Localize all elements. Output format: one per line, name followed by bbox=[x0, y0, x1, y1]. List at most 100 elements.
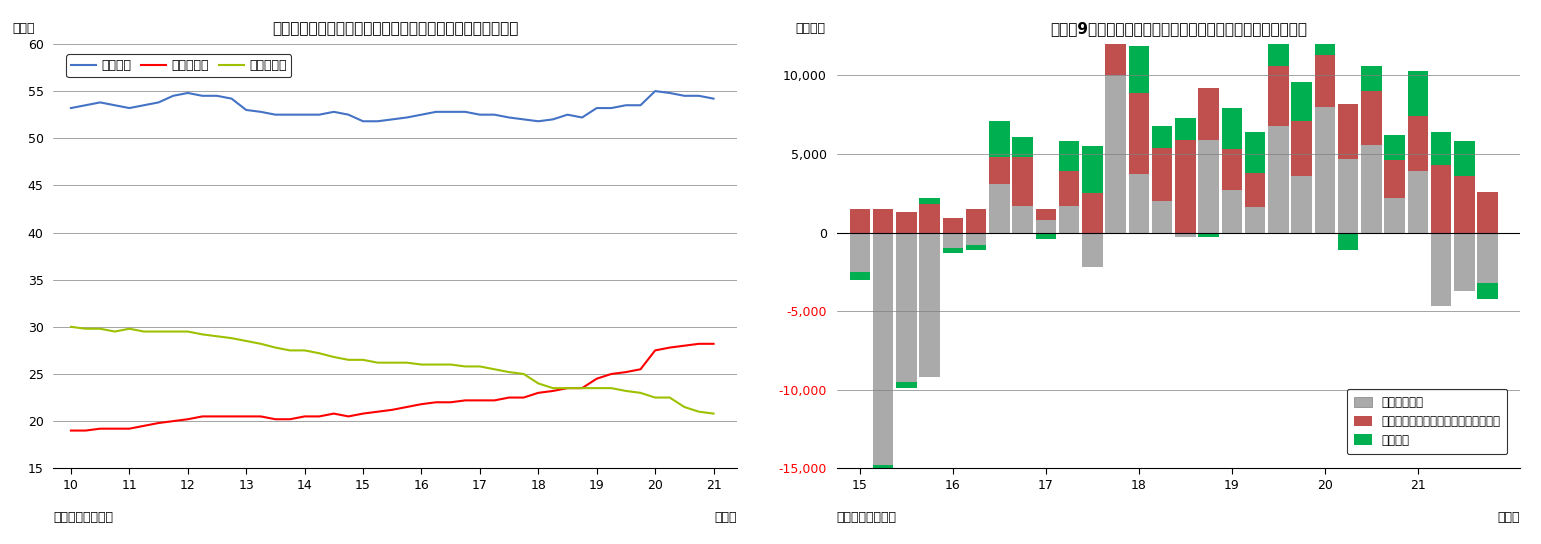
Bar bbox=[989, 121, 1009, 157]
Title: （図表9）外貨預金・投信（確定拠出年金内）・国債のフロー: （図表9）外貨預金・投信（確定拠出年金内）・国債のフロー bbox=[1049, 21, 1307, 36]
定期性預金 bbox=[237, 338, 256, 344]
Bar bbox=[1105, 32, 1126, 76]
Bar bbox=[1153, 201, 1173, 232]
Bar bbox=[1432, 132, 1452, 165]
Text: （資料）日本銀行: （資料）日本銀行 bbox=[837, 511, 897, 524]
定期性預金 bbox=[280, 347, 299, 354]
Bar bbox=[1478, 232, 1498, 283]
流動性預金 bbox=[558, 385, 576, 391]
流動性預金 bbox=[354, 410, 373, 417]
Bar bbox=[1432, 232, 1452, 306]
定期性預金 bbox=[485, 366, 504, 373]
定期性預金 bbox=[544, 385, 562, 391]
現預金計 bbox=[134, 102, 153, 108]
現預金計 bbox=[325, 109, 344, 115]
Bar bbox=[1105, 0, 1126, 32]
定期性預金 bbox=[310, 350, 328, 356]
流動性預金 bbox=[163, 418, 182, 424]
流動性預金 bbox=[134, 423, 153, 429]
定期性預金 bbox=[427, 361, 445, 368]
流動性預金 bbox=[515, 394, 533, 401]
現預金計 bbox=[515, 116, 533, 122]
Line: 定期性預金: 定期性預金 bbox=[71, 327, 713, 413]
定期性預金 bbox=[105, 328, 123, 335]
Bar bbox=[872, 465, 894, 476]
Bar bbox=[1384, 160, 1405, 198]
定期性預金 bbox=[120, 325, 139, 332]
Bar bbox=[1128, 92, 1150, 175]
定期性預金 bbox=[515, 370, 533, 377]
Bar bbox=[1455, 176, 1475, 232]
定期性預金 bbox=[441, 361, 459, 368]
Bar bbox=[1082, 232, 1103, 267]
定期性預金 bbox=[149, 328, 168, 335]
Bar bbox=[920, 232, 940, 377]
現預金計 bbox=[384, 116, 402, 122]
流動性預金 bbox=[398, 404, 416, 410]
Line: 現預金計: 現預金計 bbox=[71, 91, 713, 121]
定期性預金 bbox=[632, 390, 650, 396]
Bar bbox=[920, 198, 940, 204]
Bar bbox=[897, 212, 917, 232]
定期性預金 bbox=[91, 325, 109, 332]
現預金計 bbox=[310, 112, 328, 118]
流動性預金 bbox=[456, 397, 475, 404]
Line: 流動性預金: 流動性預金 bbox=[71, 344, 713, 430]
Bar bbox=[897, 382, 917, 388]
Bar bbox=[1361, 145, 1382, 232]
Bar bbox=[1222, 149, 1242, 190]
Bar bbox=[1082, 193, 1103, 232]
Bar bbox=[1059, 206, 1079, 232]
流動性預金 bbox=[208, 413, 227, 419]
流動性預金 bbox=[661, 344, 680, 351]
流動性預金 bbox=[280, 416, 299, 423]
定期性預金 bbox=[661, 394, 680, 401]
流動性預金 bbox=[339, 413, 358, 419]
Bar bbox=[1268, 66, 1288, 126]
現預金計 bbox=[354, 118, 373, 125]
Bar bbox=[1222, 108, 1242, 149]
現預金計 bbox=[485, 112, 504, 118]
流動性預金 bbox=[544, 388, 562, 394]
定期性預金 bbox=[163, 328, 182, 335]
現預金計 bbox=[411, 112, 430, 118]
流動性預金 bbox=[325, 410, 344, 417]
Bar bbox=[1199, 232, 1219, 237]
流動性預金 bbox=[470, 397, 488, 404]
現預金計 bbox=[296, 112, 314, 118]
定期性預金 bbox=[62, 324, 80, 330]
現預金計 bbox=[77, 102, 96, 108]
現預金計 bbox=[163, 92, 182, 99]
現預金計 bbox=[558, 112, 576, 118]
現預金計 bbox=[529, 118, 547, 125]
流動性預金 bbox=[499, 394, 518, 401]
Bar bbox=[920, 204, 940, 232]
流動性預金 bbox=[222, 413, 240, 419]
定期性預金 bbox=[587, 385, 606, 391]
Bar bbox=[1105, 76, 1126, 232]
Text: （％）: （％） bbox=[12, 22, 35, 35]
Bar bbox=[1012, 206, 1032, 232]
定期性預金 bbox=[499, 369, 518, 375]
流動性預金 bbox=[368, 409, 387, 415]
流動性預金 bbox=[675, 342, 693, 349]
Bar bbox=[1455, 232, 1475, 290]
流動性預金 bbox=[632, 366, 650, 373]
流動性預金 bbox=[77, 427, 96, 434]
現預金計 bbox=[179, 90, 197, 96]
Bar bbox=[1036, 220, 1056, 232]
現預金計 bbox=[704, 95, 723, 102]
流動性預金 bbox=[62, 427, 80, 434]
定期性預金 bbox=[529, 380, 547, 387]
Bar bbox=[1407, 71, 1429, 116]
Bar bbox=[1478, 283, 1498, 299]
Bar bbox=[1407, 171, 1429, 232]
Bar bbox=[1407, 116, 1429, 171]
現預金計 bbox=[587, 105, 606, 112]
Text: （億円）: （億円） bbox=[795, 22, 826, 35]
定期性預金 bbox=[616, 388, 635, 394]
現預金計 bbox=[456, 109, 475, 115]
定期性預金 bbox=[179, 328, 197, 335]
Bar bbox=[1153, 147, 1173, 201]
Bar bbox=[1245, 173, 1265, 207]
